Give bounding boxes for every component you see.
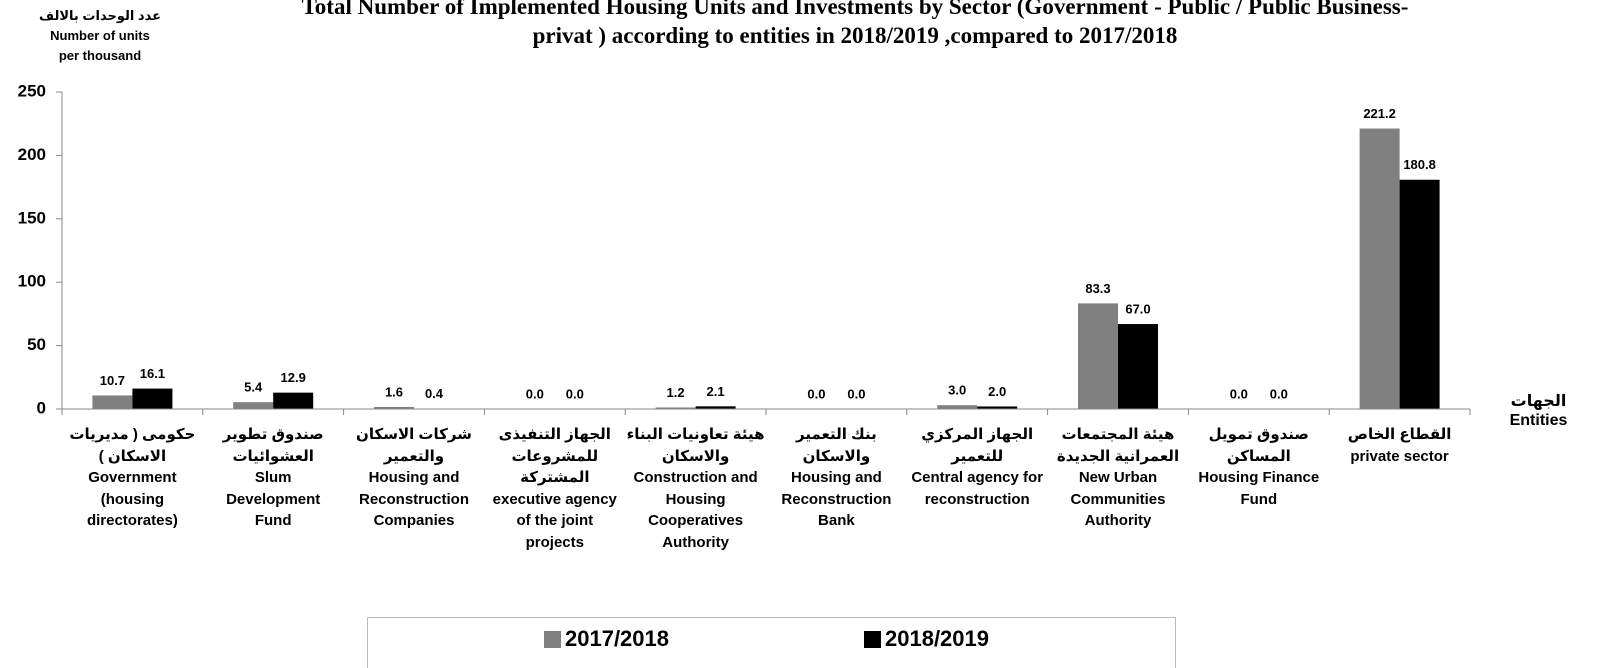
legend-label: 2017/2018 bbox=[565, 626, 669, 651]
bar bbox=[1359, 128, 1400, 409]
data-label: 1.6 bbox=[385, 384, 403, 399]
data-label: 180.8 bbox=[1403, 157, 1436, 172]
data-label: 0.0 bbox=[1270, 386, 1288, 401]
y-tick-label: 0 bbox=[37, 398, 46, 417]
y-tick-label: 50 bbox=[27, 335, 46, 354]
x-tick-label: صندوق تطوير العشوائيات Slum Development … bbox=[222, 426, 324, 529]
data-label: 0.0 bbox=[847, 386, 865, 401]
bar bbox=[92, 395, 133, 409]
data-label: 0.0 bbox=[807, 386, 825, 401]
data-label: 67.0 bbox=[1125, 301, 1150, 316]
legend-swatch bbox=[544, 630, 561, 648]
y-axis-label: عدد الوحدات بالالف Number of units per t… bbox=[39, 8, 161, 63]
data-label: 0.0 bbox=[1230, 386, 1248, 401]
bar bbox=[977, 406, 1018, 409]
y-tick-label: 200 bbox=[18, 145, 46, 164]
x-axis-label: الجهات Entities bbox=[1509, 393, 1568, 429]
x-tick-label: هيئة المجتمعات العمرانية الجديدة New Urb… bbox=[1056, 426, 1180, 529]
bar bbox=[273, 392, 314, 409]
bar bbox=[695, 406, 736, 409]
bar bbox=[132, 388, 173, 409]
x-tick-label: صندوق تمويل المساكن Housing Finance Fund bbox=[1198, 426, 1320, 508]
legend-label: 2018/2019 bbox=[885, 626, 989, 651]
data-label: 0.0 bbox=[526, 386, 544, 401]
y-tick-label: 150 bbox=[18, 208, 46, 227]
legend-swatch bbox=[864, 630, 881, 648]
bar bbox=[1399, 179, 1440, 409]
x-tick-label: القطاع الخاص private sector bbox=[1347, 426, 1452, 465]
data-label: 1.2 bbox=[667, 385, 685, 400]
bar bbox=[374, 406, 414, 409]
data-label: 12.9 bbox=[281, 370, 306, 385]
bar bbox=[1118, 324, 1158, 409]
data-label: 5.4 bbox=[244, 380, 263, 395]
chart-title: Total Number of Implemented Housing Unit… bbox=[301, 0, 1409, 48]
bar bbox=[1078, 303, 1118, 409]
data-label: 2.0 bbox=[988, 384, 1006, 399]
data-label: 0.0 bbox=[566, 386, 584, 401]
y-tick-label: 100 bbox=[18, 272, 46, 291]
legend: 2017/2018 2018/2019 bbox=[367, 617, 1176, 668]
data-label: 83.3 bbox=[1085, 281, 1110, 296]
y-tick-label: 250 bbox=[18, 81, 46, 100]
bar bbox=[233, 402, 274, 409]
x-tick-label: شركات الاسكان والتعمير Housing and Recon… bbox=[356, 426, 472, 529]
x-tick-label: حكومى ( مديريات الاسكان ) Government (ho… bbox=[69, 426, 196, 529]
x-tick-label: هيئة تعاونيات البناء والاسكان Constructi… bbox=[626, 426, 765, 551]
data-label: 3.0 bbox=[948, 383, 966, 398]
data-label: 16.1 bbox=[140, 366, 165, 381]
data-label: 2.1 bbox=[707, 384, 725, 399]
bar bbox=[937, 405, 978, 409]
x-tick-label: الجهاز التنفيذى للمشروعات المشتركة execu… bbox=[492, 426, 617, 551]
data-label: 221.2 bbox=[1363, 106, 1396, 121]
x-tick-label: الجهاز المركزي للتعمير Central agency fo… bbox=[911, 426, 1044, 508]
data-label: 10.7 bbox=[100, 373, 125, 388]
legend-item: 2017/2018 bbox=[544, 626, 669, 652]
x-tick-label: بنك التعمير والاسكان Housing and Reconst… bbox=[781, 426, 892, 529]
legend-item: 2018/2019 bbox=[864, 626, 989, 652]
bar bbox=[655, 407, 696, 409]
data-label: 0.4 bbox=[425, 386, 444, 401]
